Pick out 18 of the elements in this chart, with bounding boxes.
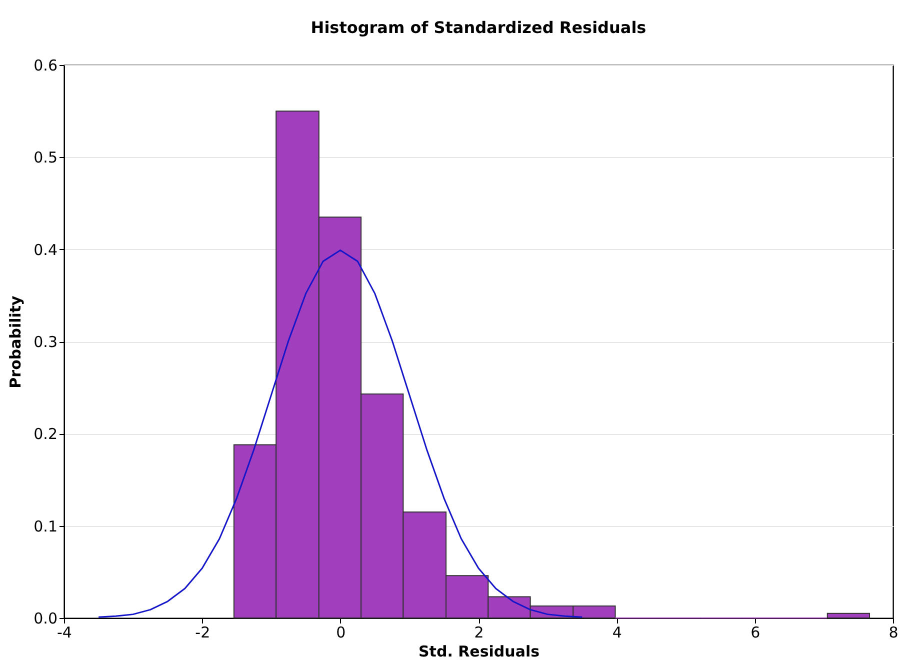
x-tick-label: 0 xyxy=(336,624,346,642)
x-tick-label: 6 xyxy=(750,624,760,642)
x-tick-label: 2 xyxy=(474,624,484,642)
y-tick-label: 0.5 xyxy=(34,148,58,167)
line-series xyxy=(98,250,583,618)
x-axis-title: Std. Residuals xyxy=(418,642,540,660)
y-tick-label: 0.0 xyxy=(34,610,58,628)
x-tick-label: -4 xyxy=(57,624,72,642)
y-tick-label: 0.2 xyxy=(34,425,58,444)
x-tick-label: -2 xyxy=(195,624,210,642)
y-axis-title: Probability xyxy=(6,295,25,388)
y-tick-label: 0.4 xyxy=(34,240,58,259)
chart-title: Histogram of Standardized Residuals xyxy=(310,18,646,37)
y-tick-label: 0.6 xyxy=(34,56,58,74)
x-tick-label: 8 xyxy=(888,624,898,642)
y-tick-label: 0.1 xyxy=(34,517,58,536)
x-tick-label: 4 xyxy=(612,624,622,642)
y-tick-label: 0.3 xyxy=(34,333,58,351)
